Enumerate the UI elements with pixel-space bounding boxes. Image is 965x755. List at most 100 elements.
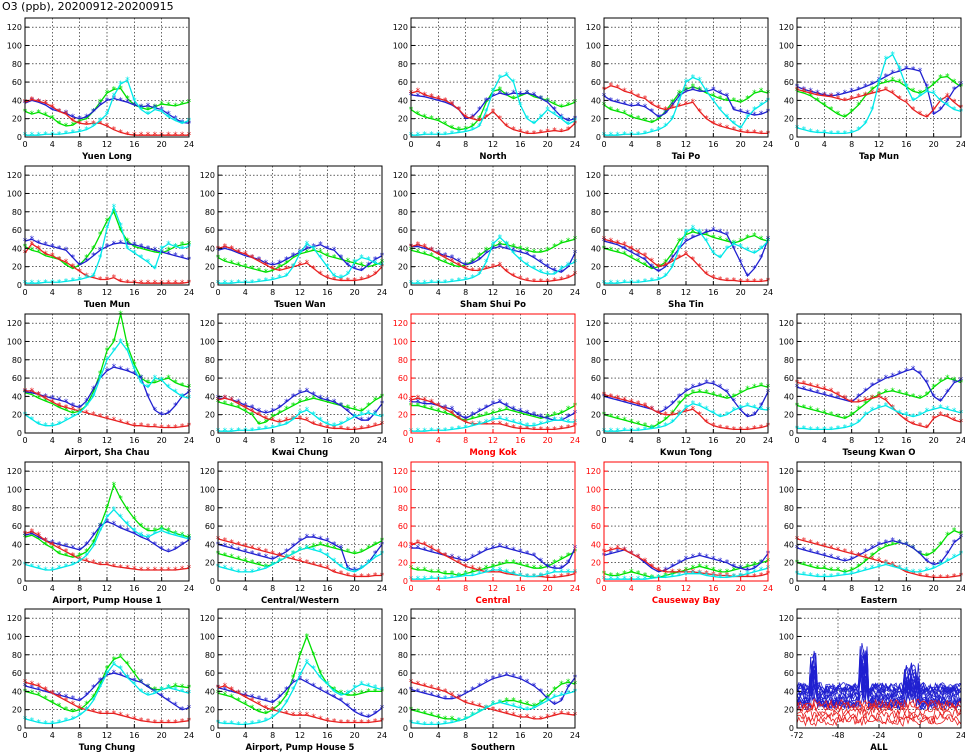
- data-point: *: [829, 93, 834, 103]
- y-tick-label: 60: [591, 226, 601, 235]
- data-point: *: [629, 550, 634, 560]
- series-line-green: [217, 634, 382, 715]
- data-point: *: [311, 244, 316, 254]
- series-line-blue: [410, 92, 576, 122]
- y-tick-label: 40: [205, 244, 215, 253]
- data-point: *: [250, 693, 255, 703]
- data-point: *: [457, 128, 462, 138]
- y-tick-label: 60: [12, 226, 22, 235]
- data-point: *: [153, 248, 158, 258]
- data-point: *: [470, 126, 475, 136]
- data-point: *: [105, 217, 110, 227]
- data-point: *: [291, 263, 296, 273]
- data-point: *: [50, 254, 55, 264]
- data-point: *: [243, 542, 248, 552]
- data-point: *: [366, 719, 371, 729]
- data-point: *: [443, 695, 448, 705]
- series-line-blue: [24, 97, 190, 124]
- data-point: *: [132, 422, 137, 432]
- data-point: *: [352, 691, 357, 701]
- x-tick-label: 12: [488, 436, 498, 445]
- data-point: *: [366, 263, 371, 273]
- data-point: *: [443, 719, 448, 729]
- data-point: *: [484, 411, 489, 421]
- data-point: *: [332, 686, 337, 696]
- data-point: *: [223, 691, 228, 701]
- y-tick-label: 60: [205, 669, 215, 678]
- data-point: *: [491, 415, 496, 425]
- data-point: *: [725, 244, 730, 254]
- data-point: *: [311, 682, 316, 692]
- data-point: *: [552, 693, 557, 703]
- data-point: *: [50, 544, 55, 554]
- data-point: *: [566, 101, 571, 111]
- data-point: *: [931, 564, 936, 574]
- data-point: *: [277, 700, 282, 710]
- data-point: *: [802, 546, 807, 556]
- x-tick-label: 20: [350, 584, 360, 593]
- data-point: *: [436, 686, 441, 696]
- data-point: *: [463, 416, 468, 426]
- data-point: *: [732, 572, 737, 582]
- x-tick-label: -24: [872, 731, 885, 740]
- data-point: *: [525, 562, 530, 572]
- data-point: *: [491, 400, 496, 410]
- data-point: *: [643, 95, 648, 105]
- data-point: *: [491, 107, 496, 117]
- data-point: *: [229, 539, 234, 549]
- data-point: *: [229, 402, 234, 412]
- data-point: *: [236, 261, 241, 271]
- data-point: *: [30, 415, 35, 425]
- data-point: *: [484, 420, 489, 430]
- data-point: *: [30, 717, 35, 727]
- data-point: *: [925, 391, 930, 401]
- data-point: *: [118, 671, 123, 681]
- data-point: *: [829, 566, 834, 576]
- data-point: *: [615, 248, 620, 258]
- data-point: *: [636, 257, 641, 267]
- data-point: *: [298, 249, 303, 259]
- data-point: *: [416, 427, 421, 437]
- data-point: *: [911, 413, 916, 423]
- data-point: *: [36, 531, 41, 541]
- data-point: *: [77, 704, 82, 714]
- data-point: *: [159, 249, 164, 259]
- data-point: *: [30, 279, 35, 289]
- data-point: *: [545, 713, 550, 723]
- x-tick-label: 0: [794, 584, 799, 593]
- data-point: *: [498, 85, 503, 95]
- panel-21: * * * * * * * * ********** * * * * * * ** * * * * * * * **** * * *…: [200, 608, 387, 753]
- data-point: *: [656, 126, 661, 136]
- data-point: *: [463, 698, 468, 708]
- data-point: *: [71, 402, 76, 412]
- data-point: *: [118, 711, 123, 721]
- data-point: *: [643, 557, 648, 567]
- data-point: *: [843, 96, 848, 106]
- data-point: *: [43, 695, 48, 705]
- data-point: *: [173, 529, 178, 539]
- data-point: *: [532, 425, 537, 435]
- data-point: *: [559, 691, 564, 701]
- x-tick-label: 20: [543, 584, 553, 593]
- data-point: *: [656, 104, 661, 114]
- data-point: *: [84, 700, 89, 710]
- panel-title: Tsuen Wan: [274, 300, 325, 310]
- data-point: *: [511, 418, 516, 428]
- data-point: *: [30, 689, 35, 699]
- data-point: *: [711, 274, 716, 284]
- data-point: *: [484, 258, 489, 268]
- x-tick-label: 8: [656, 436, 661, 445]
- data-point: *: [50, 422, 55, 432]
- data-point: *: [752, 89, 757, 99]
- y-tick-label: 0: [403, 281, 408, 290]
- data-point: *: [498, 698, 503, 708]
- data-point: *: [849, 422, 854, 432]
- data-point: *: [173, 388, 178, 398]
- data-point: *: [808, 87, 813, 97]
- data-point: *: [352, 413, 357, 423]
- data-point: *: [663, 411, 668, 421]
- x-tick-label: 16: [129, 288, 139, 297]
- data-point: *: [50, 689, 55, 699]
- data-point: *: [139, 678, 144, 688]
- data-point: *: [545, 570, 550, 580]
